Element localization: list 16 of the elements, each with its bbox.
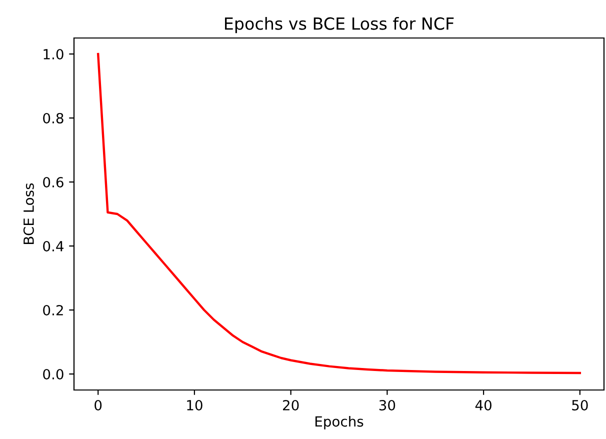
x-tick-label: 40 [475,400,492,410]
y-tick-label: 0.6 [43,176,64,188]
x-tick-label: 20 [283,400,299,410]
y-tick-label: 0.2 [43,304,63,316]
line-series [96,52,582,374]
x-axis-title: Epochs [315,416,364,430]
y-tick-label: 1.0 [44,48,64,60]
y-tick-label: 0.4 [43,240,64,252]
x-tick-label: 0 [94,400,102,410]
y-tick-label: 0.8 [43,112,64,124]
x-tick-label: 10 [187,400,202,410]
chart-title: Epochs vs BCE Loss for NCF [225,17,454,34]
x-tick-label: 30 [379,400,396,410]
y-tick-label: 0.0 [43,368,64,380]
x-tick-label: 50 [572,400,588,410]
y-axis-title: BCE Loss [23,183,34,244]
